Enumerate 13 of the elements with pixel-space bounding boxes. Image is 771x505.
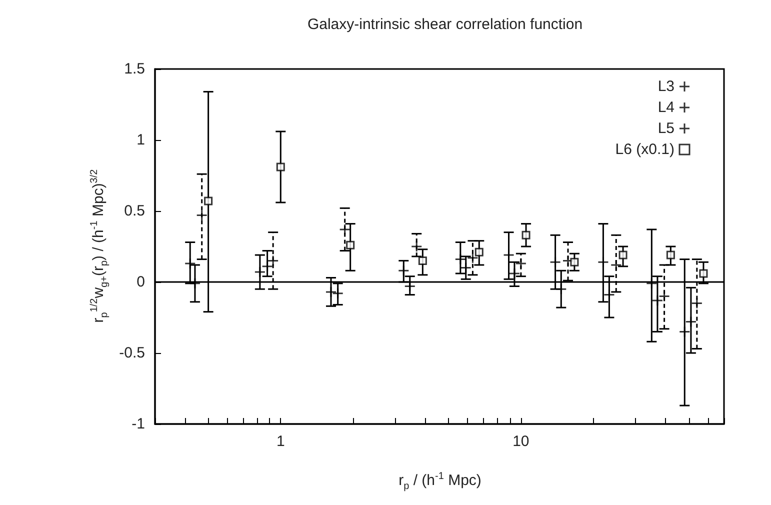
chart-title: Galaxy-intrinsic shear correlation function xyxy=(307,16,583,33)
y-tick-label: -1 xyxy=(132,416,145,432)
legend-label: L6 (x0.1) xyxy=(615,141,674,158)
y-tick-label: 1 xyxy=(136,132,145,148)
y-tick-label: 1.5 xyxy=(124,60,145,78)
y-tick-label: -0.5 xyxy=(119,344,145,362)
y-tick-label: 0.5 xyxy=(124,202,145,220)
y-tick-label: 0 xyxy=(136,274,145,290)
legend-label: L4 xyxy=(658,99,674,116)
legend-label: L5 xyxy=(658,120,674,137)
legend-label: L3 xyxy=(658,78,674,95)
x-tick-label: 10 xyxy=(512,433,530,450)
x-axis-title: r$_{p}$ / (h$^{-1}$ Mpc) xyxy=(398,471,482,492)
